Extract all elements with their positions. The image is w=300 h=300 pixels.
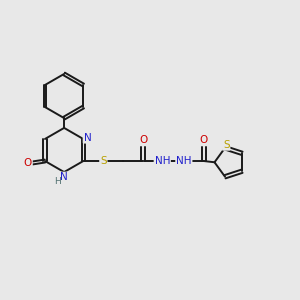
Text: N: N (60, 172, 68, 182)
Text: H: H (54, 177, 61, 186)
Text: O: O (139, 135, 147, 146)
Text: O: O (200, 135, 208, 146)
Text: S: S (223, 140, 230, 150)
Text: N: N (83, 133, 91, 143)
Text: NH: NH (176, 156, 192, 166)
Text: S: S (100, 156, 107, 166)
Text: NH: NH (154, 156, 170, 166)
Text: O: O (24, 158, 32, 169)
